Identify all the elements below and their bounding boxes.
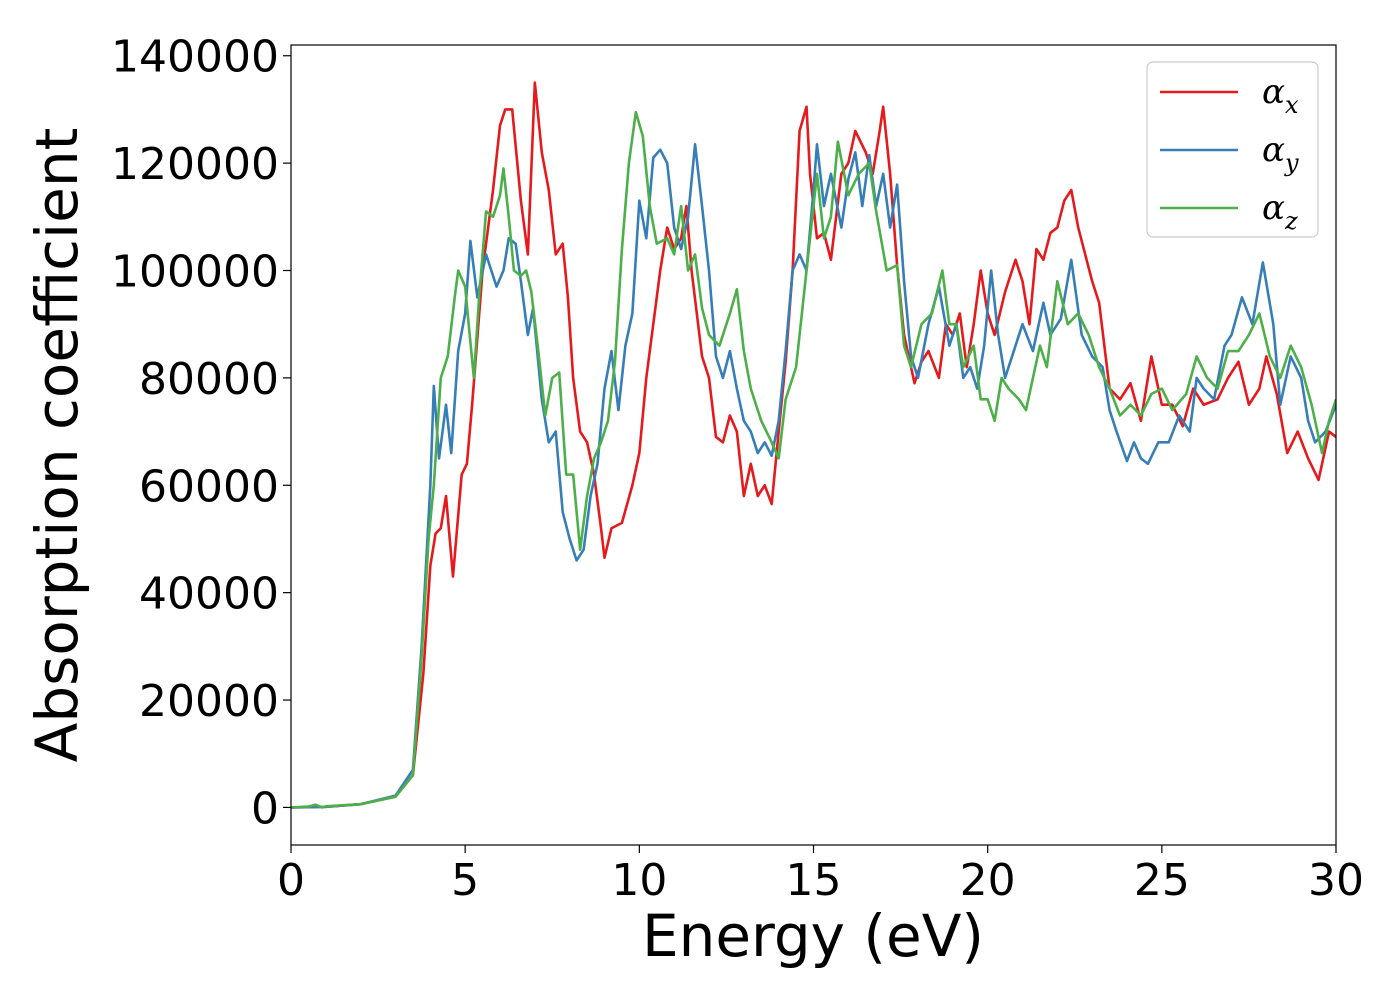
y-tick-label: 140000 [111,32,279,83]
x-tick-label: 0 [277,855,305,906]
x-ticks: 0 5 10 15 20 25 30 [277,845,1364,906]
series-line-alpha-z [291,110,1336,809]
y-axis-title: Absorption coefficient [23,128,91,763]
y-tick-label: 0 [251,783,279,834]
y-tick-label: 120000 [111,139,279,190]
x-tick-label: 5 [451,855,479,906]
x-tick-label: 30 [1308,855,1364,906]
series-line-alpha-y [291,143,1336,809]
x-tick-label: 15 [786,855,842,906]
y-ticks: 0 20000 40000 60000 80000 100000 120000 140000 [111,32,291,834]
y-tick-label: 80000 [139,354,279,405]
y-tick-label: 20000 [139,676,279,727]
legend-label-alpha-y: αy [1262,130,1299,177]
series-layer [291,81,1336,809]
x-tick-label: 25 [1134,855,1190,906]
y-tick-label: 60000 [139,461,279,512]
x-tick-label: 20 [960,855,1016,906]
y-tick-label: 40000 [139,569,279,620]
y-tick-label: 100000 [111,247,279,298]
x-axis-title: Energy (eV) [642,902,984,970]
x-tick-label: 10 [611,855,667,906]
